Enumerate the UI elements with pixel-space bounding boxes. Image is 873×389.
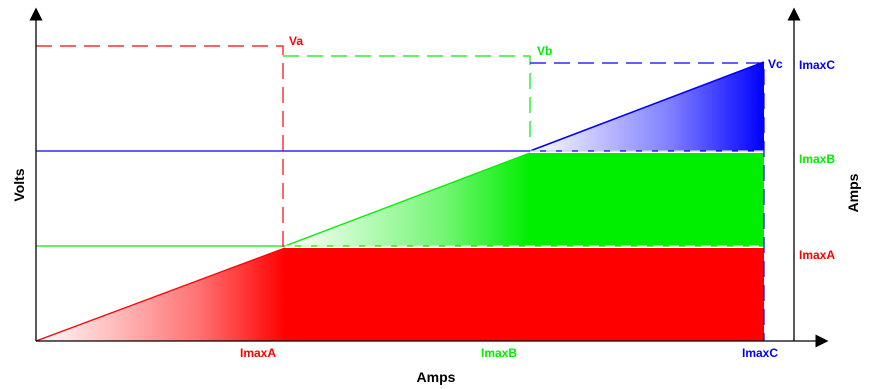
x-tick-imaxa: ImaxA [240,346,276,360]
right-label-imaxb: ImaxB [799,152,835,166]
label-va: Va [289,34,303,48]
x-tick-imaxb: ImaxB [481,346,517,360]
region-a-block [285,248,764,341]
y2-axis-title: Amps [845,173,861,212]
x-tick-imaxc: ImaxC [742,346,778,360]
guide-c [530,62,765,341]
guide-a [36,45,284,341]
line-a-slope [35,247,286,342]
region-b-block [530,153,764,246]
line-b-slope [284,152,531,247]
x-axis-title: Amps [417,369,456,385]
right-label-imaxc: ImaxC [799,58,835,72]
guide-b [283,55,531,141]
y-axis-title: Volts [11,168,27,201]
right-label-imaxa: ImaxA [799,248,835,262]
line-c-slope [529,61,765,152]
label-vb: Vb [537,44,552,58]
label-vc: Vc [768,57,783,71]
